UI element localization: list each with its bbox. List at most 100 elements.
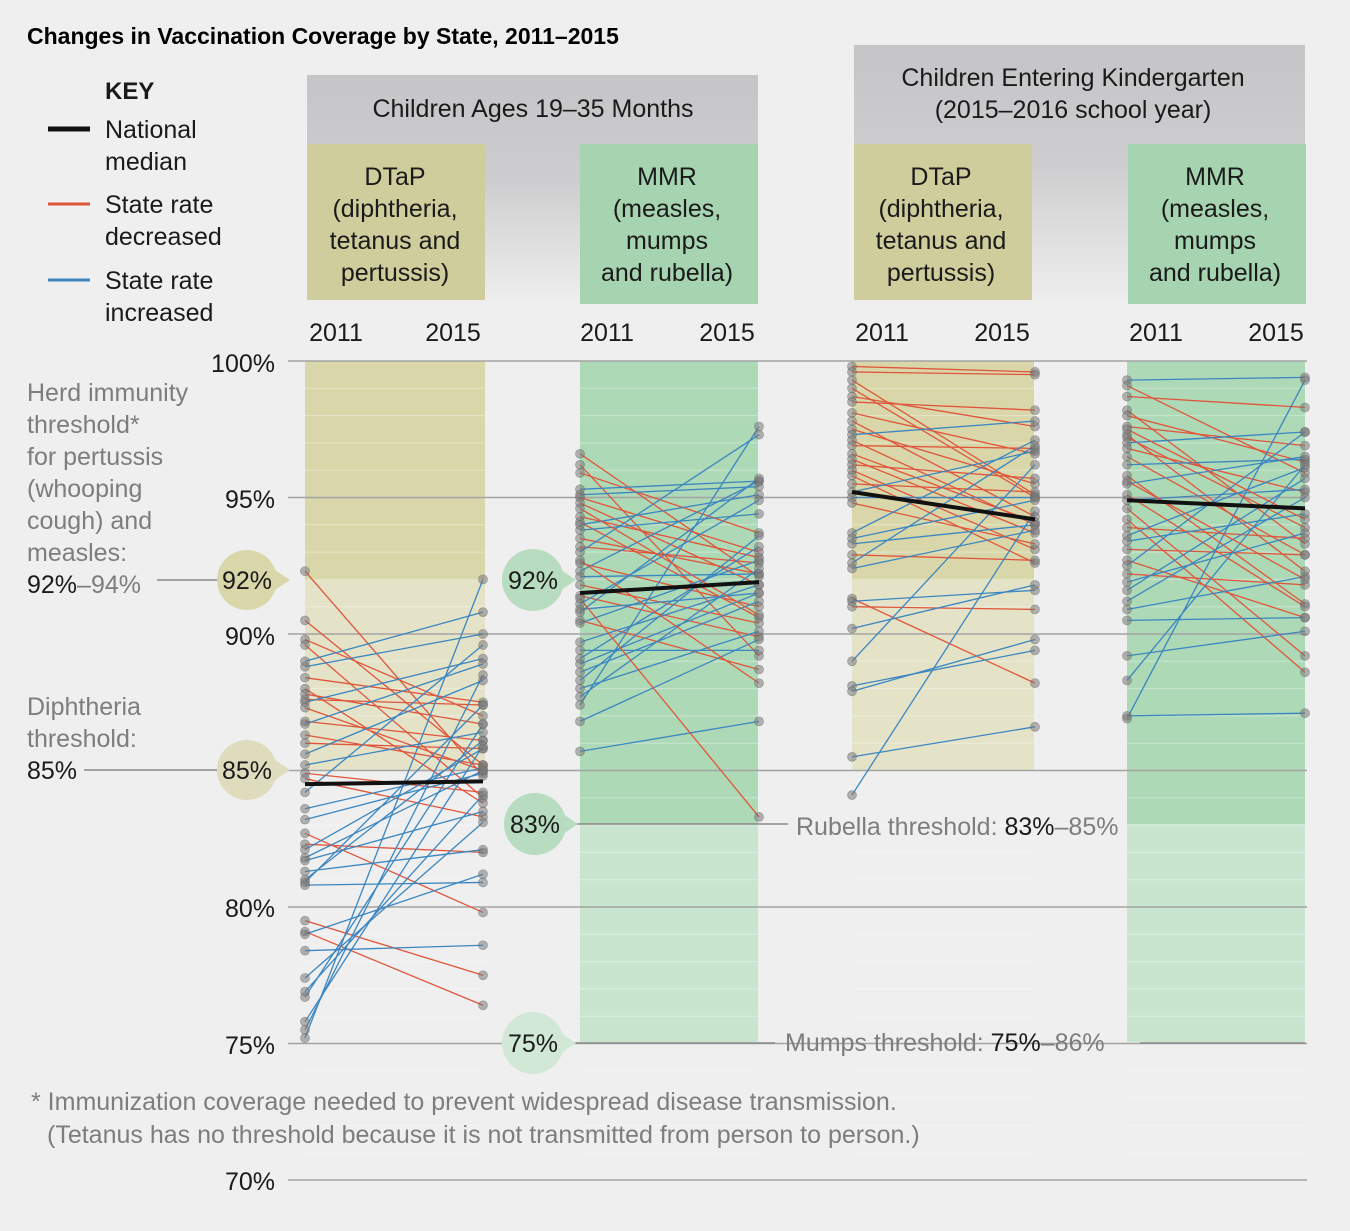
state-line-increased bbox=[579, 592, 760, 665]
state-line-increased bbox=[304, 611, 484, 662]
state-point bbox=[575, 645, 585, 656]
state-point bbox=[754, 541, 764, 552]
state-line-increased bbox=[304, 657, 484, 703]
diphtheria-note: Diphtheria threshold: 85% bbox=[27, 693, 141, 785]
rubella-note-start: 83% bbox=[1004, 813, 1054, 841]
state-line-decreased bbox=[851, 412, 1036, 455]
state-point bbox=[847, 656, 857, 667]
state-line-increased bbox=[851, 649, 1036, 687]
national-median-line bbox=[851, 490, 1036, 522]
herd-note-line: measles: bbox=[27, 539, 127, 567]
state-point bbox=[575, 675, 585, 686]
vaccine-label-line: tetanus and bbox=[876, 227, 1007, 255]
state-point bbox=[1030, 645, 1040, 656]
state-point bbox=[1122, 459, 1132, 470]
state-line-increased bbox=[1126, 513, 1306, 542]
state-line-increased bbox=[304, 731, 484, 766]
state-line-increased bbox=[579, 499, 760, 605]
state-point bbox=[754, 495, 764, 506]
state-point bbox=[300, 760, 310, 770]
state-point bbox=[575, 667, 585, 678]
state-line-decreased bbox=[851, 420, 1036, 518]
state-point bbox=[478, 727, 488, 738]
state-line-decreased bbox=[1126, 518, 1306, 673]
state-point bbox=[1300, 375, 1310, 386]
mumps-note: Mumps threshold: 75%–86% bbox=[785, 1029, 1105, 1057]
state-line-decreased bbox=[304, 734, 484, 766]
state-line-decreased bbox=[579, 496, 760, 553]
state-line-increased bbox=[1126, 379, 1306, 719]
state-point bbox=[754, 645, 764, 656]
band-dtap-strong bbox=[305, 361, 485, 580]
vaccine-label-line: (measles, bbox=[613, 195, 721, 223]
state-point bbox=[300, 672, 310, 683]
state-point bbox=[1122, 585, 1132, 596]
state-point bbox=[300, 803, 310, 814]
state-point bbox=[478, 806, 488, 817]
state-point bbox=[1300, 514, 1310, 525]
state-line-decreased bbox=[579, 598, 760, 818]
state-point bbox=[754, 664, 764, 675]
state-line-decreased bbox=[304, 930, 484, 1006]
state-point bbox=[754, 588, 764, 598]
state-point bbox=[754, 421, 764, 432]
state-point bbox=[300, 814, 310, 825]
vaccine-label-line: (diphtheria, bbox=[332, 195, 457, 223]
state-line-increased bbox=[851, 726, 1036, 758]
state-point bbox=[478, 940, 488, 951]
state-point bbox=[1300, 601, 1310, 612]
state-point bbox=[478, 970, 488, 981]
state-point bbox=[478, 877, 488, 888]
state-line-decreased bbox=[304, 619, 484, 766]
state-point bbox=[1300, 574, 1310, 585]
state-point bbox=[478, 719, 488, 729]
state-point bbox=[847, 478, 857, 489]
state-line-decreased bbox=[1126, 425, 1306, 447]
state-point bbox=[847, 416, 857, 426]
year-labels: 2011 2015 2011 2015 2011 2015 2011 2015 bbox=[309, 319, 1304, 347]
state-point bbox=[575, 547, 585, 557]
state-line-increased bbox=[579, 480, 760, 490]
state-line-decreased bbox=[851, 371, 1036, 376]
national-median-line bbox=[579, 580, 760, 596]
vaccine-label-line: MMR bbox=[1185, 163, 1245, 191]
legend-label: State rate bbox=[105, 267, 213, 295]
year-label: 2011 bbox=[855, 319, 909, 347]
state-point bbox=[300, 1033, 310, 1043]
state-point bbox=[1030, 525, 1040, 536]
rubella-note-end: –85% bbox=[1055, 813, 1119, 841]
state-point bbox=[300, 702, 310, 713]
legend-heading: KEY bbox=[105, 78, 154, 105]
state-point bbox=[847, 440, 857, 451]
state-line-increased bbox=[1126, 616, 1306, 621]
state-line-increased bbox=[1126, 630, 1306, 657]
panel-series bbox=[1122, 372, 1310, 724]
y-tick-label: 80% bbox=[225, 895, 275, 923]
y-tick-label: 70% bbox=[225, 1168, 275, 1196]
legend: KEY National median State rate decreased… bbox=[48, 78, 222, 327]
state-line-increased bbox=[304, 794, 484, 993]
state-point bbox=[300, 787, 310, 798]
state-line-decreased bbox=[579, 464, 760, 657]
state-line-increased bbox=[579, 513, 760, 531]
state-point bbox=[478, 574, 488, 585]
state-line-decreased bbox=[304, 570, 484, 777]
state-point bbox=[478, 844, 488, 855]
band-mmr-light bbox=[1127, 824, 1305, 1042]
state-line-decreased bbox=[1126, 526, 1306, 540]
state-line-decreased bbox=[1126, 548, 1306, 556]
state-point bbox=[847, 539, 857, 549]
vaccine-label-line: and rubella) bbox=[601, 259, 733, 287]
state-line-increased bbox=[579, 485, 760, 496]
state-line-increased bbox=[579, 584, 760, 643]
state-point bbox=[300, 615, 310, 626]
state-point bbox=[1030, 506, 1040, 517]
state-line-increased bbox=[1126, 712, 1306, 717]
state-point bbox=[575, 659, 585, 669]
herd-note-line: threshold* bbox=[27, 411, 140, 439]
group-label: Children Entering Kindergarten bbox=[901, 64, 1244, 92]
state-line-decreased bbox=[1126, 395, 1306, 409]
national-median-line bbox=[1126, 498, 1306, 511]
state-line-increased bbox=[579, 426, 760, 706]
state-point bbox=[1122, 577, 1132, 588]
